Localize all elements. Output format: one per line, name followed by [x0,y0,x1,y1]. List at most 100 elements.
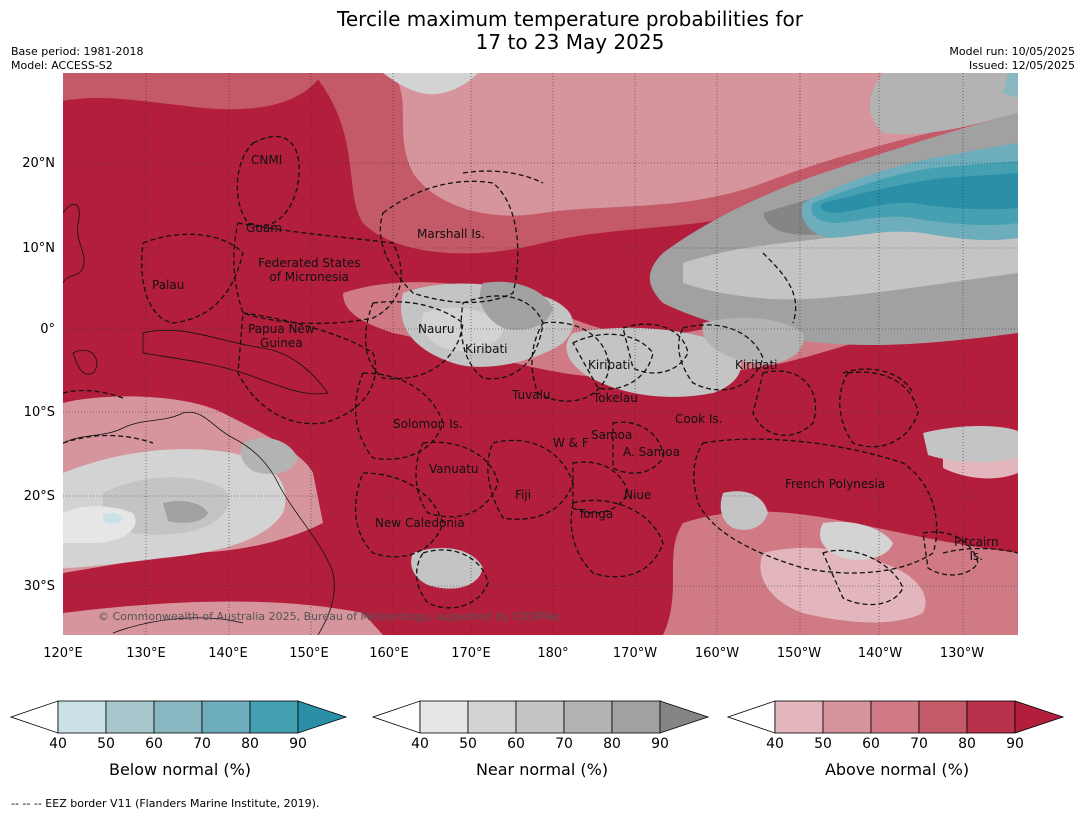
colorbar-tick-label: 70 [555,736,573,752]
label-wallis-futuna: W & F [553,436,589,450]
colorbar-max-extension [297,700,348,734]
issued-date: Issued: 12/05/2025 [968,59,1075,72]
colorbar-tick-label: 60 [862,736,880,752]
colorbar-below-swatches [9,700,348,734]
lon-label-150w: 150°W [776,646,822,661]
below-normal-field [103,73,1018,524]
colorbar-swatch [467,700,517,734]
label-palau: Palau [152,278,185,292]
base-period: Base period: 1981-2018 [11,45,144,58]
map-canvas [63,73,1018,635]
label-marshall: Marshall Is. [417,227,485,241]
label-cook-islands: Cook Is. [675,412,723,426]
lon-label-160w: 160°W [694,646,740,661]
colorbar-swatch [774,700,824,734]
model-run: Model run: 10/05/2025 [949,45,1075,58]
colorbar-tick-label: 80 [958,736,976,752]
colorbar-swatch [249,700,299,734]
colorbar-swatch [419,700,469,734]
meta-left: Base period: 1981-2018 Model: ACCESS-S2 [11,45,143,73]
colorbar-swatch [57,700,107,734]
colorbar-tick-label: 40 [411,736,429,752]
colorbar-tick-label: 70 [193,736,211,752]
label-kiribati-west: Kiribati [465,342,508,356]
label-tokelau: Tokelau [593,391,638,405]
lat-label-20n: 20°N [22,156,55,171]
colorbar-swatch [201,700,251,734]
colorbar-swatch [515,700,565,734]
colorbar-swatch [918,700,968,734]
colorbar-swatch [966,700,1016,734]
label-cnmi: CNMI [251,153,283,167]
colorbar-above-label: Above normal (%) [824,760,970,779]
colorbar-tick-label: 70 [910,736,928,752]
colorbar-min-extension [371,700,421,734]
label-guam: Guam [246,221,282,235]
colorbar-tick-label: 40 [49,736,67,752]
colorbar-tick-label: 80 [603,736,621,752]
label-new-caledonia: New Caledonia [375,516,465,530]
label-kiribati-east: Kiribati [735,358,778,372]
map-title: Tercile maximum temperature probabilitie… [337,7,803,54]
lon-label-140w: 140°W [857,646,903,661]
lon-label-180: 180° [537,646,569,661]
colorbar-tick-label: 50 [97,736,115,752]
colorbar-tick-label: 60 [507,736,525,752]
colorbar-near-normal: 40 50 60 70 80 90 Near normal (%) [371,700,712,790]
colorbar-tick-label: 40 [766,736,784,752]
lat-label-10s: 10°S [23,405,55,420]
colorbar-near-label: Near normal (%) [475,760,609,779]
lon-label-140e: 140°E [208,646,248,661]
label-vanuatu: Vanuatu [429,462,479,476]
colorbar-below-normal: 40 50 60 70 80 90 Below normal (%) [9,700,350,790]
label-fiji: Fiji [515,488,532,502]
label-png: Papua New Guinea [248,322,315,350]
eez-borders [63,136,1018,609]
colorbar-tick-label: 90 [651,736,669,752]
colorbar-swatch [563,700,613,734]
eez-footnote: -- -- -- EEZ border V11 (Flanders Marine… [11,797,320,810]
colorbar-tick-label: 60 [145,736,163,752]
model-name: Model: ACCESS-S2 [11,59,113,72]
colorbar-below-label: Below normal (%) [108,760,252,779]
lat-label-0: 0° [40,322,55,337]
lon-label-160e: 160°E [369,646,409,661]
lat-label-30s: 30°S [23,579,55,594]
lon-label-170w: 170°W [612,646,658,661]
lon-label-150e: 150°E [289,646,329,661]
colorbar-tick-label: 80 [241,736,259,752]
meta-right: Model run: 10/05/2025 Issued: 12/05/2025 [949,45,1075,73]
label-french-polynesia: French Polynesia [785,477,886,491]
colorbar-swatch [822,700,872,734]
lat-label-20s: 20°S [23,489,55,504]
label-solomon: Solomon Is. [393,417,463,431]
colorbar-tick-label: 50 [459,736,477,752]
label-pitcairn: Pitcairn Is. [954,535,999,563]
colorbar-above-normal: 40 50 60 70 80 90 Above normal (%) [726,700,1067,790]
label-nauru: Nauru [418,322,455,336]
lon-label-170e: 170°E [451,646,491,661]
coastlines [63,203,335,635]
probability-map [63,73,1018,635]
colorbar-min-extension [9,700,59,734]
colorbar-swatch [105,700,155,734]
label-tonga: Tonga [578,507,614,521]
label-niue: Niue [624,488,652,502]
colorbar-tick-label: 50 [814,736,832,752]
colorbar-swatch [611,700,661,734]
colorbar-max-extension [1014,700,1065,734]
colorbar-swatch [153,700,203,734]
colorbar-above-swatches [726,700,1065,734]
copyright-notice: © Commonwealth of Australia 2025, Bureau… [98,610,562,623]
lon-label-130w: 130°W [939,646,985,661]
colorbar-swatch [870,700,920,734]
lon-label-120e: 120°E [43,646,83,661]
label-fsm: Federated States of Micronesia [258,256,361,284]
colorbar-tick-label: 90 [1006,736,1024,752]
label-samoa: Samoa [591,428,633,442]
label-american-samoa: A. Samoa [623,445,680,459]
label-tuvalu: Tuvalu [512,388,551,402]
lon-label-130e: 130°E [126,646,166,661]
colorbar-min-extension [726,700,776,734]
lat-label-10n: 10°N [22,241,55,256]
